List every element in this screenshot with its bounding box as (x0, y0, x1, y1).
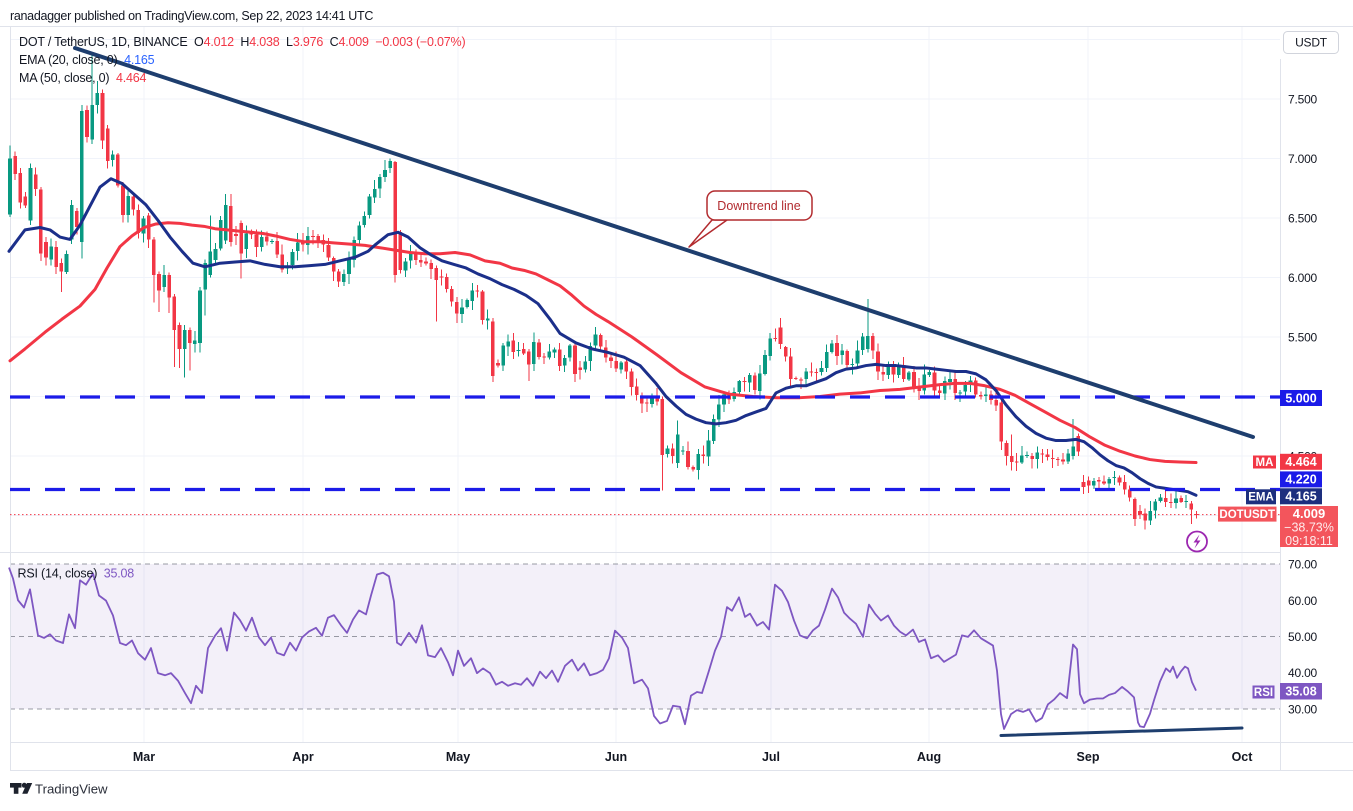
svg-text:−38.73%: −38.73% (1284, 520, 1334, 534)
svg-text:7.000: 7.000 (1288, 152, 1318, 166)
svg-text:Aug: Aug (917, 750, 941, 764)
svg-text:May: May (446, 750, 470, 764)
svg-text:EMA (20, close, 0) 4.165: EMA (20, close, 0) 4.165 (19, 53, 155, 67)
svg-text:4.165: 4.165 (1285, 490, 1316, 504)
svg-text:MA: MA (1256, 457, 1274, 469)
svg-text:Downtrend line: Downtrend line (717, 199, 800, 213)
svg-text:EMA: EMA (1248, 492, 1274, 504)
svg-text:RSI: RSI (1254, 687, 1273, 699)
svg-text:Sep: Sep (1077, 750, 1100, 764)
svg-text:40.00: 40.00 (1288, 666, 1318, 680)
svg-text:4.009: 4.009 (1293, 506, 1326, 521)
svg-text:DOTUSDT: DOTUSDT (1219, 509, 1275, 521)
svg-text:09:18:11: 09:18:11 (1285, 534, 1333, 548)
svg-text:70.00: 70.00 (1288, 558, 1318, 572)
svg-text:60.00: 60.00 (1288, 594, 1318, 608)
svg-text:7.500: 7.500 (1288, 93, 1318, 107)
svg-text:Jul: Jul (762, 750, 780, 764)
svg-text:6.500: 6.500 (1288, 212, 1318, 226)
svg-text:4.464: 4.464 (1285, 455, 1316, 469)
svg-text:Oct: Oct (1232, 750, 1254, 764)
svg-text:5.500: 5.500 (1288, 331, 1318, 345)
svg-text:TradingView: TradingView (35, 782, 108, 797)
svg-text:50.00: 50.00 (1288, 630, 1318, 644)
svg-text:MA (50, close, 0) 4.464: MA (50, close, 0) 4.464 (19, 71, 146, 85)
svg-text:30.00: 30.00 (1288, 703, 1318, 717)
svg-text:35.08: 35.08 (1285, 685, 1316, 699)
svg-text:USDT: USDT (1295, 36, 1328, 50)
svg-text:4.220: 4.220 (1285, 473, 1316, 487)
svg-text:RSI (14, close) 35.08: RSI (14, close) 35.08 (18, 567, 135, 581)
svg-text:Jun: Jun (605, 750, 627, 764)
svg-text:Mar: Mar (133, 750, 155, 764)
svg-text:6.000: 6.000 (1288, 271, 1318, 285)
svg-text:5.000: 5.000 (1285, 391, 1316, 405)
svg-text:Apr: Apr (292, 750, 314, 764)
svg-text:ranadagger published on Tradin: ranadagger published on TradingView.com,… (10, 9, 373, 23)
svg-text:DOT / TetherUS, 1D, BINANCE O: DOT / TetherUS, 1D, BINANCE O4.012 H4.03… (19, 35, 465, 49)
